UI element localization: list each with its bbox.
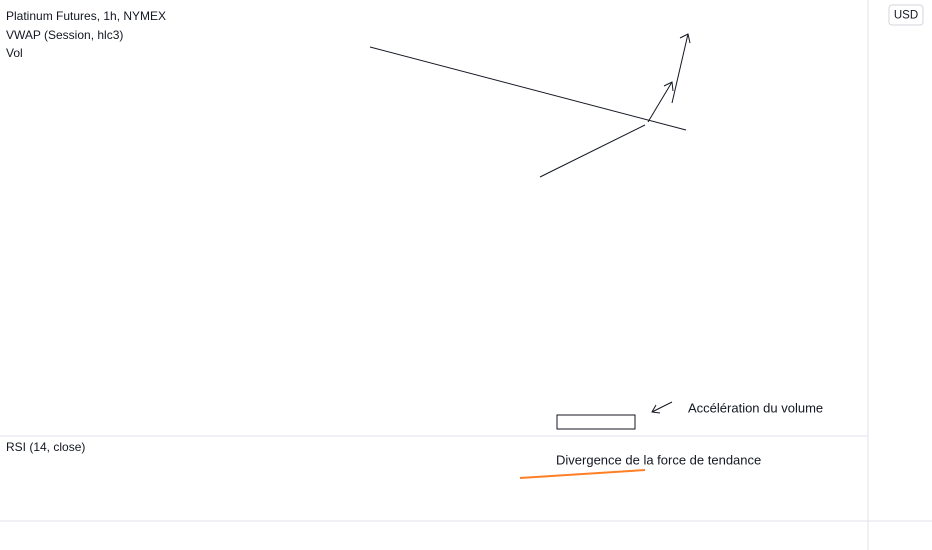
divergence-line [519, 469, 646, 479]
currency-button[interactable] [888, 4, 924, 26]
annotation: Divergence de la force de tendance [556, 452, 761, 467]
indicator-label: RSI (14, close) [6, 440, 85, 454]
annotation: Accélération du volume [688, 400, 823, 415]
indicator-label: VWAP (Session, hlc3) [6, 28, 123, 42]
arrowhead [663, 81, 674, 92]
currency[interactable]: USD [894, 10, 918, 22]
drawings [369, 33, 691, 479]
arrow [651, 401, 673, 413]
indicator-label: Vol [6, 46, 23, 60]
arrowhead [679, 33, 691, 44]
chart-title: Platinum Futures, 1h, NYMEX [6, 9, 166, 23]
arrow [647, 81, 673, 123]
trend-line [369, 46, 687, 131]
arrowhead [651, 404, 661, 414]
arrow [671, 33, 689, 104]
volume-box [556, 414, 636, 430]
trend-line [539, 124, 646, 178]
